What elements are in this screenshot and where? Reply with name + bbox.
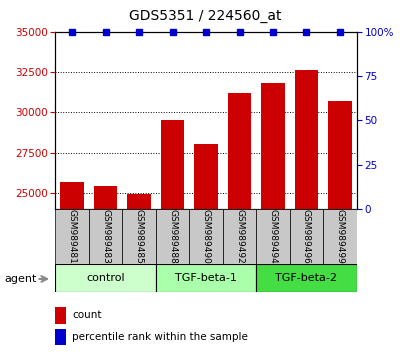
Bar	[55, 264, 155, 292]
Bar	[294, 70, 317, 354]
Text: percentile rank within the sample: percentile rank within the sample	[72, 332, 247, 342]
Bar	[261, 83, 284, 354]
Bar	[60, 182, 83, 354]
Bar	[127, 194, 151, 354]
Text: GSM989492: GSM989492	[234, 209, 243, 264]
Text: GSM989485: GSM989485	[134, 209, 143, 264]
Text: GSM989496: GSM989496	[301, 209, 310, 264]
Bar	[122, 209, 155, 264]
Text: GSM989499: GSM989499	[335, 209, 344, 264]
Bar	[89, 209, 122, 264]
Text: agent: agent	[4, 274, 36, 284]
Bar	[256, 264, 356, 292]
Text: control: control	[86, 273, 125, 283]
Text: count: count	[72, 310, 101, 320]
Bar	[222, 209, 256, 264]
Bar	[194, 144, 217, 354]
Bar	[189, 209, 222, 264]
Text: GSM989494: GSM989494	[268, 209, 277, 264]
Text: GSM989481: GSM989481	[67, 209, 76, 264]
Bar	[227, 93, 251, 354]
Bar	[160, 120, 184, 354]
Bar	[256, 209, 289, 264]
Text: TGF-beta-1: TGF-beta-1	[175, 273, 236, 283]
Text: GSM989488: GSM989488	[168, 209, 177, 264]
Bar	[55, 329, 66, 345]
Bar	[322, 209, 356, 264]
Bar	[328, 101, 351, 354]
Bar	[55, 307, 66, 324]
Bar	[289, 209, 322, 264]
Text: TGF-beta-2: TGF-beta-2	[275, 273, 337, 283]
Bar	[94, 186, 117, 354]
Bar	[155, 264, 256, 292]
Text: GDS5351 / 224560_at: GDS5351 / 224560_at	[128, 9, 281, 23]
Bar	[55, 209, 89, 264]
Text: GSM989490: GSM989490	[201, 209, 210, 264]
Bar	[155, 209, 189, 264]
Text: GSM989483: GSM989483	[101, 209, 110, 264]
